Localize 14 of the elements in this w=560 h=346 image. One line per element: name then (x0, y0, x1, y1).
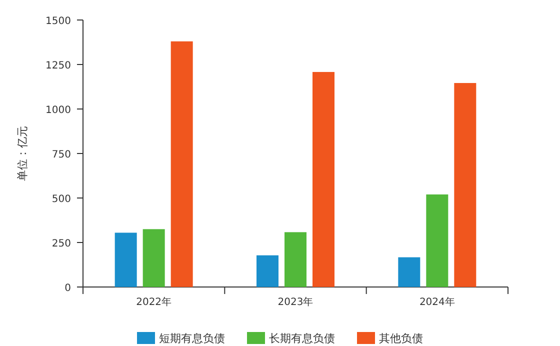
y-axis-title: 单位：亿元 (16, 126, 29, 181)
legend-label: 长期有息负债 (269, 332, 335, 345)
y-tick-label: 1250 (46, 60, 71, 72)
y-tick-label: 500 (52, 194, 71, 205)
x-tick-label: 2024年 (419, 296, 455, 308)
x-tick-label: 2022年 (136, 296, 172, 308)
x-tick-label: 2023年 (278, 296, 314, 308)
y-tick-label: 1500 (46, 16, 71, 27)
y-tick-label: 1000 (46, 105, 71, 116)
y-tick-label: 750 (52, 150, 71, 160)
y-tick-label: 0 (64, 283, 71, 294)
legend-label: 短期有息负债 (159, 332, 225, 345)
legend-label: 其他负债 (379, 332, 423, 345)
y-tick-label: 250 (52, 238, 71, 250)
